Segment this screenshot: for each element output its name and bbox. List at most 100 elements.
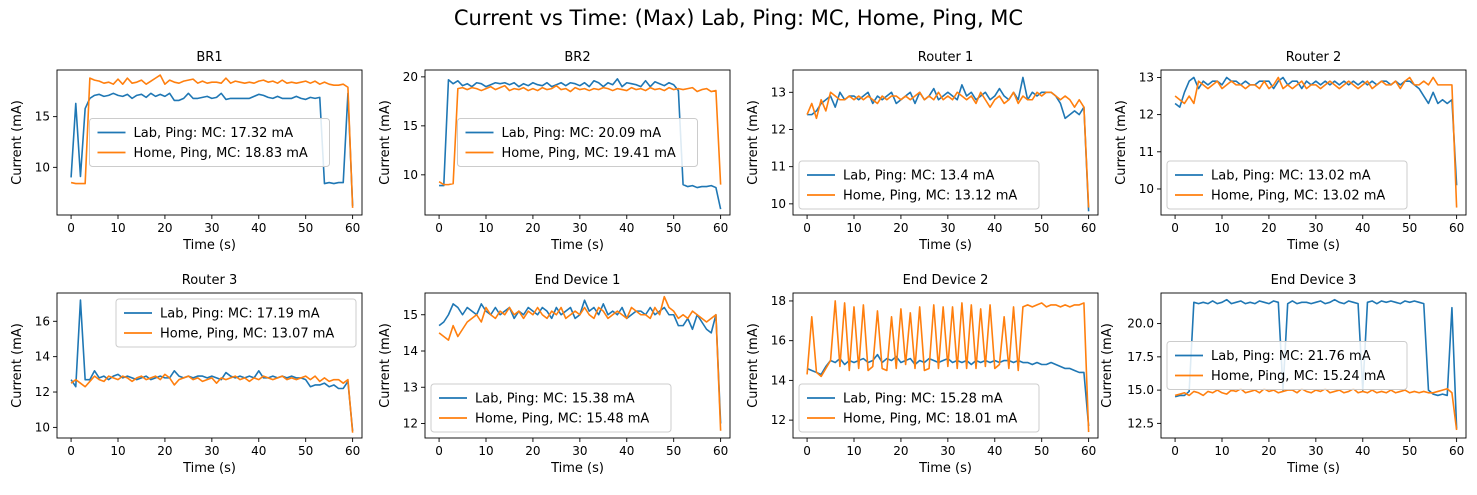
y-tick-label: 13 bbox=[1139, 70, 1154, 84]
x-tick-label: 0 bbox=[803, 221, 811, 235]
x-axis-label: Time (s) bbox=[550, 461, 604, 476]
axes-frame bbox=[1160, 292, 1467, 439]
x-tick-label: 20 bbox=[157, 221, 172, 235]
y-axis-label: Current (mA) bbox=[378, 100, 393, 185]
legend-label: Lab, Ping: MC: 15.38 mA bbox=[475, 392, 635, 407]
y-tick-label: 14 bbox=[403, 344, 418, 358]
x-tick-label: 50 bbox=[298, 444, 313, 458]
legend-label: Home, Ping, MC: 15.24 mA bbox=[1211, 369, 1385, 384]
legend: Lab, Ping: MC: 21.76 mA Home, Ping, MC: 1… bbox=[1166, 341, 1408, 390]
legend: Lab, Ping: MC: 20.09 mA Home, Ping, MC: 1… bbox=[457, 118, 698, 167]
x-tick-label: 40 bbox=[619, 444, 634, 458]
x-tick-label: 20 bbox=[893, 221, 908, 235]
x-tick-label: 20 bbox=[1261, 221, 1276, 235]
y-tick-label: 13 bbox=[771, 85, 786, 99]
x-tick-label: 50 bbox=[666, 444, 681, 458]
subplot-title: BR2 bbox=[564, 50, 590, 65]
legend: Lab, Ping: MC: 17.19 mA Home, Ping, MC: 1… bbox=[115, 298, 357, 348]
subplot-6: End Device 1 0 10 20 30 40 50 60 Time (s) 12 13 14 1… bbox=[378, 273, 731, 476]
x-tick-label: 20 bbox=[157, 444, 172, 458]
y-tick-label: 10 bbox=[771, 197, 786, 211]
series-group bbox=[70, 299, 354, 433]
series-line-home bbox=[806, 91, 1090, 208]
subplot-3: Router 1 0 10 20 30 40 50 60 Time (s) 10 11 12 13 Cur… bbox=[746, 50, 1099, 253]
y-tick-label: 18 bbox=[771, 294, 786, 308]
subplot-5: Router 3 0 10 20 30 40 50 60 Time (s) 10 12 14 16 Cur… bbox=[10, 273, 363, 476]
series-group bbox=[806, 76, 1090, 212]
subplot-4: Router 2 0 10 20 30 40 50 60 Time (s) 10 11 12 13 Cur… bbox=[1114, 50, 1467, 253]
y-tick-label: 13 bbox=[403, 380, 418, 394]
legend-label: Lab, Ping: MC: 17.32 mA bbox=[134, 126, 294, 141]
x-tick-label: 0 bbox=[1171, 444, 1179, 458]
series-group bbox=[1174, 76, 1458, 208]
x-tick-label: 10 bbox=[846, 444, 861, 458]
series-group bbox=[806, 300, 1090, 433]
series-line-home bbox=[70, 373, 354, 433]
x-tick-label: 10 bbox=[110, 444, 125, 458]
legend-label: Home, Ping, MC: 19.41 mA bbox=[502, 146, 676, 161]
y-tick-label: 12 bbox=[771, 413, 786, 427]
x-axis-label: Time (s) bbox=[1286, 461, 1340, 476]
x-tick-label: 40 bbox=[251, 444, 266, 458]
x-tick-label: 60 bbox=[1081, 221, 1096, 235]
x-tick-label: 10 bbox=[478, 221, 493, 235]
legend-label: Lab, Ping: MC: 21.76 mA bbox=[1211, 349, 1371, 364]
y-axis-label: Current (mA) bbox=[378, 323, 393, 408]
legend-box bbox=[1166, 160, 1408, 210]
y-axis-label: Current (mA) bbox=[746, 323, 761, 408]
x-tick-label: 20 bbox=[893, 444, 908, 458]
legend-label: Home, Ping, MC: 18.01 mA bbox=[843, 412, 1017, 427]
axes-frame bbox=[424, 69, 731, 216]
subplot-7: End Device 2 0 10 20 30 40 50 60 Time (s) 12 14 16 1… bbox=[746, 273, 1099, 476]
legend-label: Home, Ping, MC: 13.12 mA bbox=[843, 189, 1017, 204]
x-axis-label: Time (s) bbox=[182, 238, 236, 253]
x-tick-label: 40 bbox=[251, 221, 266, 235]
x-tick-label: 30 bbox=[204, 444, 219, 458]
legend: Lab, Ping: MC: 15.38 mA Home, Ping, MC: 1… bbox=[430, 383, 672, 433]
y-tick-label: 15 bbox=[403, 308, 418, 322]
y-tick-label: 12 bbox=[35, 385, 50, 399]
y-tick-label: 11 bbox=[1139, 145, 1154, 159]
x-tick-label: 40 bbox=[619, 221, 634, 235]
x-axis-label: Time (s) bbox=[1286, 238, 1340, 253]
legend-label: Home, Ping, MC: 13.07 mA bbox=[160, 327, 334, 342]
y-tick-label: 12 bbox=[1139, 108, 1154, 122]
subplot-2: BR2 0 10 20 30 40 50 60 Time (s) 10 15 20 Current (m… bbox=[378, 50, 731, 253]
x-tick-label: 20 bbox=[1261, 444, 1276, 458]
legend-box bbox=[89, 118, 330, 167]
y-axis-label: Current (mA) bbox=[1100, 323, 1115, 408]
y-tick-label: 15 bbox=[35, 110, 50, 124]
y-tick-label: 16 bbox=[35, 314, 50, 328]
legend-box bbox=[798, 160, 1040, 210]
x-tick-label: 60 bbox=[713, 221, 728, 235]
legend-box bbox=[115, 298, 357, 348]
series-group bbox=[438, 78, 722, 210]
x-tick-label: 10 bbox=[1214, 221, 1229, 235]
subplot-title: Router 3 bbox=[182, 273, 238, 288]
axes-frame bbox=[792, 292, 1099, 439]
x-tick-label: 60 bbox=[1449, 221, 1464, 235]
figure-title: Current vs Time: (Max) Lab, Ping: MC, Ho… bbox=[453, 6, 1024, 30]
legend-label: Lab, Ping: MC: 20.09 mA bbox=[502, 126, 662, 141]
y-tick-label: 15 bbox=[403, 119, 418, 133]
y-tick-label: 10 bbox=[403, 168, 418, 182]
x-tick-label: 10 bbox=[110, 221, 125, 235]
subplot-title: End Device 2 bbox=[903, 273, 989, 288]
x-tick-label: 20 bbox=[525, 221, 540, 235]
series-line-lab bbox=[70, 92, 354, 206]
subplot-1: BR1 0 10 20 30 40 50 60 Time (s) 10 15 Current (mA)… bbox=[10, 50, 363, 253]
axes-frame bbox=[1160, 69, 1467, 216]
y-tick-label: 20 bbox=[403, 70, 418, 84]
y-tick-label: 14 bbox=[35, 350, 50, 364]
x-axis-label: Time (s) bbox=[918, 461, 972, 476]
x-tick-label: 40 bbox=[987, 221, 1002, 235]
subplot-title: BR1 bbox=[196, 50, 222, 65]
series-group bbox=[70, 74, 354, 208]
x-tick-label: 20 bbox=[525, 444, 540, 458]
series-group bbox=[1174, 298, 1458, 431]
x-tick-label: 30 bbox=[572, 444, 587, 458]
x-tick-label: 30 bbox=[1308, 444, 1323, 458]
x-tick-label: 60 bbox=[1081, 444, 1096, 458]
legend-label: Home, Ping, MC: 18.83 mA bbox=[134, 146, 308, 161]
